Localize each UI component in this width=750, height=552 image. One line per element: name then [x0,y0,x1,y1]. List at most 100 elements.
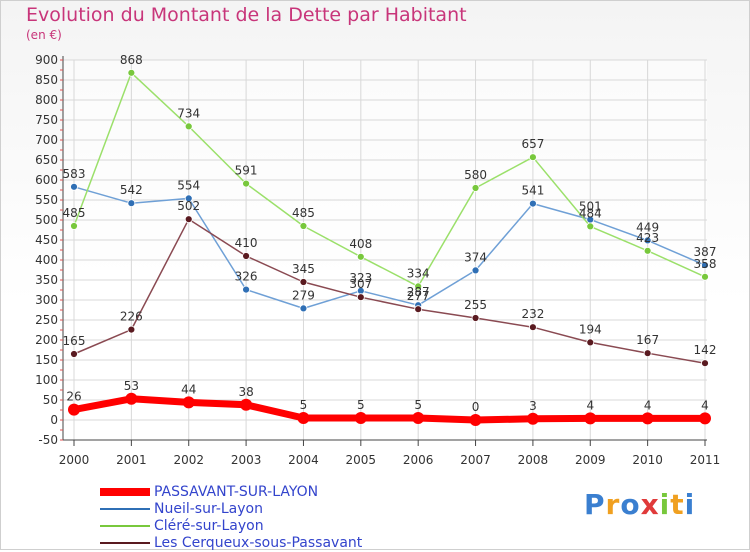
line-chart: -500501001502002503003504004505005506006… [35,53,721,467]
data-label: 374 [464,250,487,264]
data-point [699,412,711,425]
y-tick-label: 300 [35,293,58,307]
data-point [414,305,423,314]
data-point [299,278,308,286]
data-label: 5 [414,398,422,412]
data-label: 541 [521,184,544,198]
data-point [125,392,138,405]
data-label: 868 [120,53,143,67]
data-label: 580 [464,168,487,182]
series-line [73,72,706,288]
data-label: 26 [66,390,81,404]
data-point [356,293,365,302]
data-point [68,403,80,416]
data-label: 657 [521,137,544,151]
y-tick-label: 50 [43,393,58,407]
data-label: 449 [636,220,659,234]
x-tick-label: 2010 [632,453,663,467]
data-point [469,414,482,426]
data-point [242,179,250,188]
chart-subtitle: (en €) [26,28,62,42]
y-tick-label: -50 [38,433,58,447]
series-line [73,218,706,364]
data-point [701,272,709,281]
data-label: 358 [694,257,717,271]
y-tick-label: 150 [35,353,58,367]
data-label: 410 [235,236,258,250]
data-point [356,252,365,261]
data-point [471,266,480,275]
x-tick-label: 2002 [173,453,204,467]
y-tick-label: 750 [35,113,58,127]
y-tick-label: 250 [35,313,58,327]
data-label: 226 [120,310,143,324]
y-tick-label: 200 [35,333,58,347]
data-point [529,323,537,332]
legend-swatch [100,488,150,496]
data-label: 194 [579,322,602,336]
legend-swatch [100,542,150,544]
x-tick-label: 2000 [59,453,90,467]
x-tick-label: 2005 [346,453,377,467]
data-point [471,314,480,322]
data-point [299,222,308,230]
y-tick-label: 350 [35,273,58,287]
data-point [299,304,308,313]
x-tick-label: 2007 [460,453,491,467]
data-point [701,359,709,368]
data-point [643,236,652,245]
data-label: 279 [292,288,315,302]
y-tick-label: 650 [35,153,58,167]
data-point [242,285,250,294]
data-label: 554 [177,178,200,192]
data-point [643,349,652,358]
data-label: 277 [407,289,430,303]
data-label: 323 [349,271,372,285]
logo-letter: x [640,488,660,521]
data-label: 4 [644,398,652,412]
data-label: 485 [63,206,86,220]
data-label: 307 [349,277,372,291]
logo-letter: i [659,488,671,521]
series-line [73,186,706,310]
data-label: 485 [292,206,315,220]
data-point [127,325,136,334]
data-point [240,398,253,411]
x-tick-label: 2011 [690,453,721,467]
logo-letter: o [620,488,641,521]
data-point [471,184,480,192]
data-point [584,412,597,425]
data-point [354,412,367,424]
logo-letter: t [670,488,685,521]
data-label: 3 [529,399,537,413]
data-point [701,261,709,270]
data-label: 345 [292,262,315,276]
data-label: 53 [124,379,139,393]
data-point [641,412,654,425]
data-point [184,194,193,203]
data-point [242,252,250,260]
legend-swatch [100,508,150,510]
data-label: 408 [349,237,372,251]
y-tick-label: 550 [35,193,58,207]
data-point [526,412,539,425]
x-tick-label: 2001 [116,453,147,467]
data-label: 287 [407,285,430,299]
data-label: 583 [63,167,86,181]
x-tick-label: 2003 [231,453,262,467]
y-tick-label: 0 [50,413,58,427]
y-tick-label: 500 [35,213,58,227]
proxiti-logo: Proxiti [584,488,695,521]
data-point [414,282,423,291]
data-label: 38 [238,385,253,399]
data-label: 387 [694,245,717,259]
data-point [70,350,78,358]
data-label: 734 [177,106,200,120]
data-label: 4 [586,398,594,412]
data-point [297,412,310,424]
legend-swatch [100,525,150,527]
data-label: 255 [464,298,487,312]
data-label: 165 [63,334,86,348]
data-label: 326 [235,270,258,284]
data-point [412,412,425,424]
